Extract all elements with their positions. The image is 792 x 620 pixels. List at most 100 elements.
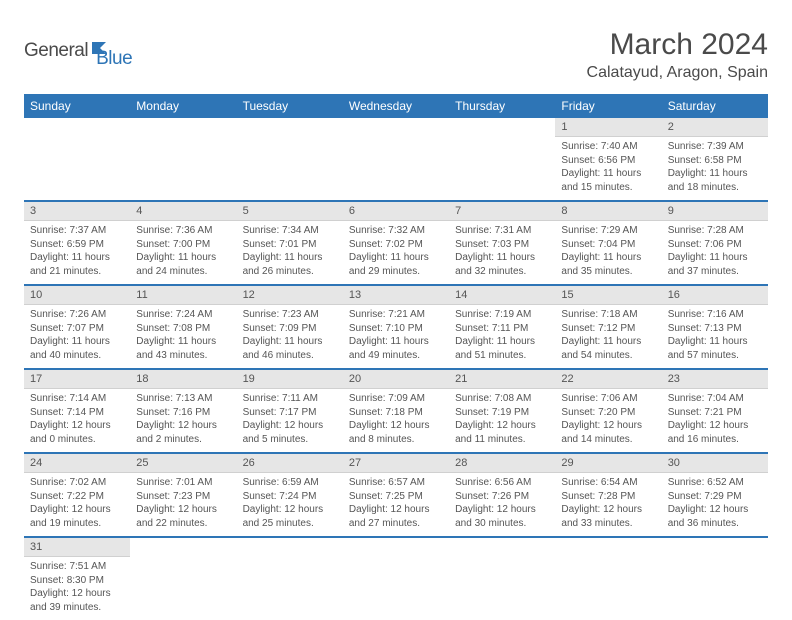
calendar-day-cell: 14Sunrise: 7:19 AMSunset: 7:11 PMDayligh…: [449, 285, 555, 369]
calendar-day-cell: 9Sunrise: 7:28 AMSunset: 7:06 PMDaylight…: [662, 201, 768, 285]
day-number: 15: [555, 286, 661, 305]
day-number: 18: [130, 370, 236, 389]
calendar-day-cell: ..: [24, 118, 130, 201]
calendar-week: 24Sunrise: 7:02 AMSunset: 7:22 PMDayligh…: [24, 453, 768, 537]
logo: General Blue: [24, 32, 132, 70]
day-info: Sunrise: 7:23 AMSunset: 7:09 PMDaylight:…: [237, 305, 343, 368]
day-number: 3: [24, 202, 130, 221]
calendar-day-cell: 18Sunrise: 7:13 AMSunset: 7:16 PMDayligh…: [130, 369, 236, 453]
weekday-header: Monday: [130, 94, 236, 118]
weekday-header: Sunday: [24, 94, 130, 118]
day-info: Sunrise: 7:09 AMSunset: 7:18 PMDaylight:…: [343, 389, 449, 452]
calendar-week: ..........1Sunrise: 7:40 AMSunset: 6:56 …: [24, 118, 768, 201]
calendar-body: ..........1Sunrise: 7:40 AMSunset: 6:56 …: [24, 118, 768, 620]
calendar-week: 3Sunrise: 7:37 AMSunset: 6:59 PMDaylight…: [24, 201, 768, 285]
day-info: Sunrise: 7:13 AMSunset: 7:16 PMDaylight:…: [130, 389, 236, 452]
day-info: Sunrise: 6:57 AMSunset: 7:25 PMDaylight:…: [343, 473, 449, 536]
weekday-header: Friday: [555, 94, 661, 118]
calendar-day-cell: 31Sunrise: 7:51 AMSunset: 8:30 PMDayligh…: [24, 537, 130, 620]
day-number: 12: [237, 286, 343, 305]
day-info: Sunrise: 7:32 AMSunset: 7:02 PMDaylight:…: [343, 221, 449, 284]
day-number: 28: [449, 454, 555, 473]
calendar-day-cell: 4Sunrise: 7:36 AMSunset: 7:00 PMDaylight…: [130, 201, 236, 285]
calendar-day-cell: ..: [237, 537, 343, 620]
calendar-day-cell: 16Sunrise: 7:16 AMSunset: 7:13 PMDayligh…: [662, 285, 768, 369]
calendar-day-cell: 22Sunrise: 7:06 AMSunset: 7:20 PMDayligh…: [555, 369, 661, 453]
calendar-day-cell: 13Sunrise: 7:21 AMSunset: 7:10 PMDayligh…: [343, 285, 449, 369]
calendar-week: 31Sunrise: 7:51 AMSunset: 8:30 PMDayligh…: [24, 537, 768, 620]
calendar-day-cell: ..: [662, 537, 768, 620]
day-number: 26: [237, 454, 343, 473]
day-number: 31: [24, 538, 130, 557]
day-number: 6: [343, 202, 449, 221]
day-info: Sunrise: 7:26 AMSunset: 7:07 PMDaylight:…: [24, 305, 130, 368]
calendar-week: 10Sunrise: 7:26 AMSunset: 7:07 PMDayligh…: [24, 285, 768, 369]
calendar-day-cell: ..: [130, 537, 236, 620]
day-number: 5: [237, 202, 343, 221]
calendar-day-cell: 7Sunrise: 7:31 AMSunset: 7:03 PMDaylight…: [449, 201, 555, 285]
calendar-day-cell: 25Sunrise: 7:01 AMSunset: 7:23 PMDayligh…: [130, 453, 236, 537]
logo-text-blue: Blue: [96, 48, 132, 70]
day-info: Sunrise: 7:39 AMSunset: 6:58 PMDaylight:…: [662, 137, 768, 200]
calendar-day-cell: 11Sunrise: 7:24 AMSunset: 7:08 PMDayligh…: [130, 285, 236, 369]
day-info: Sunrise: 6:59 AMSunset: 7:24 PMDaylight:…: [237, 473, 343, 536]
day-number: 1: [555, 118, 661, 137]
calendar-day-cell: ..: [555, 537, 661, 620]
day-info: Sunrise: 7:51 AMSunset: 8:30 PMDaylight:…: [24, 557, 130, 620]
calendar-week: 17Sunrise: 7:14 AMSunset: 7:14 PMDayligh…: [24, 369, 768, 453]
calendar-day-cell: ..: [237, 118, 343, 201]
calendar-day-cell: ..: [449, 537, 555, 620]
weekday-header: Wednesday: [343, 94, 449, 118]
day-info: Sunrise: 7:40 AMSunset: 6:56 PMDaylight:…: [555, 137, 661, 200]
calendar-day-cell: 30Sunrise: 6:52 AMSunset: 7:29 PMDayligh…: [662, 453, 768, 537]
day-info: Sunrise: 7:21 AMSunset: 7:10 PMDaylight:…: [343, 305, 449, 368]
calendar-day-cell: ..: [343, 118, 449, 201]
calendar-table: SundayMondayTuesdayWednesdayThursdayFrid…: [24, 94, 768, 620]
day-info: Sunrise: 7:08 AMSunset: 7:19 PMDaylight:…: [449, 389, 555, 452]
day-info: Sunrise: 7:29 AMSunset: 7:04 PMDaylight:…: [555, 221, 661, 284]
month-title: March 2024: [587, 28, 768, 62]
day-info: Sunrise: 6:52 AMSunset: 7:29 PMDaylight:…: [662, 473, 768, 536]
day-number: 30: [662, 454, 768, 473]
day-number: 29: [555, 454, 661, 473]
day-info: Sunrise: 7:24 AMSunset: 7:08 PMDaylight:…: [130, 305, 236, 368]
calendar-day-cell: 23Sunrise: 7:04 AMSunset: 7:21 PMDayligh…: [662, 369, 768, 453]
day-info: Sunrise: 7:31 AMSunset: 7:03 PMDaylight:…: [449, 221, 555, 284]
location: Calatayud, Aragon, Spain: [587, 64, 768, 82]
day-number: 25: [130, 454, 236, 473]
day-info: Sunrise: 7:34 AMSunset: 7:01 PMDaylight:…: [237, 221, 343, 284]
calendar-day-cell: ..: [449, 118, 555, 201]
day-number: 23: [662, 370, 768, 389]
title-group: March 2024 Calatayud, Aragon, Spain: [587, 28, 768, 82]
day-number: 9: [662, 202, 768, 221]
day-number: 7: [449, 202, 555, 221]
day-info: Sunrise: 7:11 AMSunset: 7:17 PMDaylight:…: [237, 389, 343, 452]
calendar-day-cell: 8Sunrise: 7:29 AMSunset: 7:04 PMDaylight…: [555, 201, 661, 285]
calendar-day-cell: 27Sunrise: 6:57 AMSunset: 7:25 PMDayligh…: [343, 453, 449, 537]
day-info: Sunrise: 7:16 AMSunset: 7:13 PMDaylight:…: [662, 305, 768, 368]
day-number: 10: [24, 286, 130, 305]
calendar-day-cell: 20Sunrise: 7:09 AMSunset: 7:18 PMDayligh…: [343, 369, 449, 453]
day-info: Sunrise: 7:36 AMSunset: 7:00 PMDaylight:…: [130, 221, 236, 284]
calendar-day-cell: 17Sunrise: 7:14 AMSunset: 7:14 PMDayligh…: [24, 369, 130, 453]
calendar-day-cell: 21Sunrise: 7:08 AMSunset: 7:19 PMDayligh…: [449, 369, 555, 453]
day-info: Sunrise: 7:04 AMSunset: 7:21 PMDaylight:…: [662, 389, 768, 452]
day-number: 13: [343, 286, 449, 305]
day-info: Sunrise: 6:54 AMSunset: 7:28 PMDaylight:…: [555, 473, 661, 536]
day-info: Sunrise: 7:28 AMSunset: 7:06 PMDaylight:…: [662, 221, 768, 284]
calendar-day-cell: 3Sunrise: 7:37 AMSunset: 6:59 PMDaylight…: [24, 201, 130, 285]
day-number: 4: [130, 202, 236, 221]
day-info: Sunrise: 7:14 AMSunset: 7:14 PMDaylight:…: [24, 389, 130, 452]
day-number: 17: [24, 370, 130, 389]
day-info: Sunrise: 7:02 AMSunset: 7:22 PMDaylight:…: [24, 473, 130, 536]
weekday-header: Tuesday: [237, 94, 343, 118]
day-info: Sunrise: 7:06 AMSunset: 7:20 PMDaylight:…: [555, 389, 661, 452]
day-number: 24: [24, 454, 130, 473]
calendar-header-row: SundayMondayTuesdayWednesdayThursdayFrid…: [24, 94, 768, 118]
weekday-header: Thursday: [449, 94, 555, 118]
weekday-header: Saturday: [662, 94, 768, 118]
calendar-day-cell: 28Sunrise: 6:56 AMSunset: 7:26 PMDayligh…: [449, 453, 555, 537]
day-number: 11: [130, 286, 236, 305]
day-number: 21: [449, 370, 555, 389]
logo-text-general: General: [24, 40, 88, 62]
